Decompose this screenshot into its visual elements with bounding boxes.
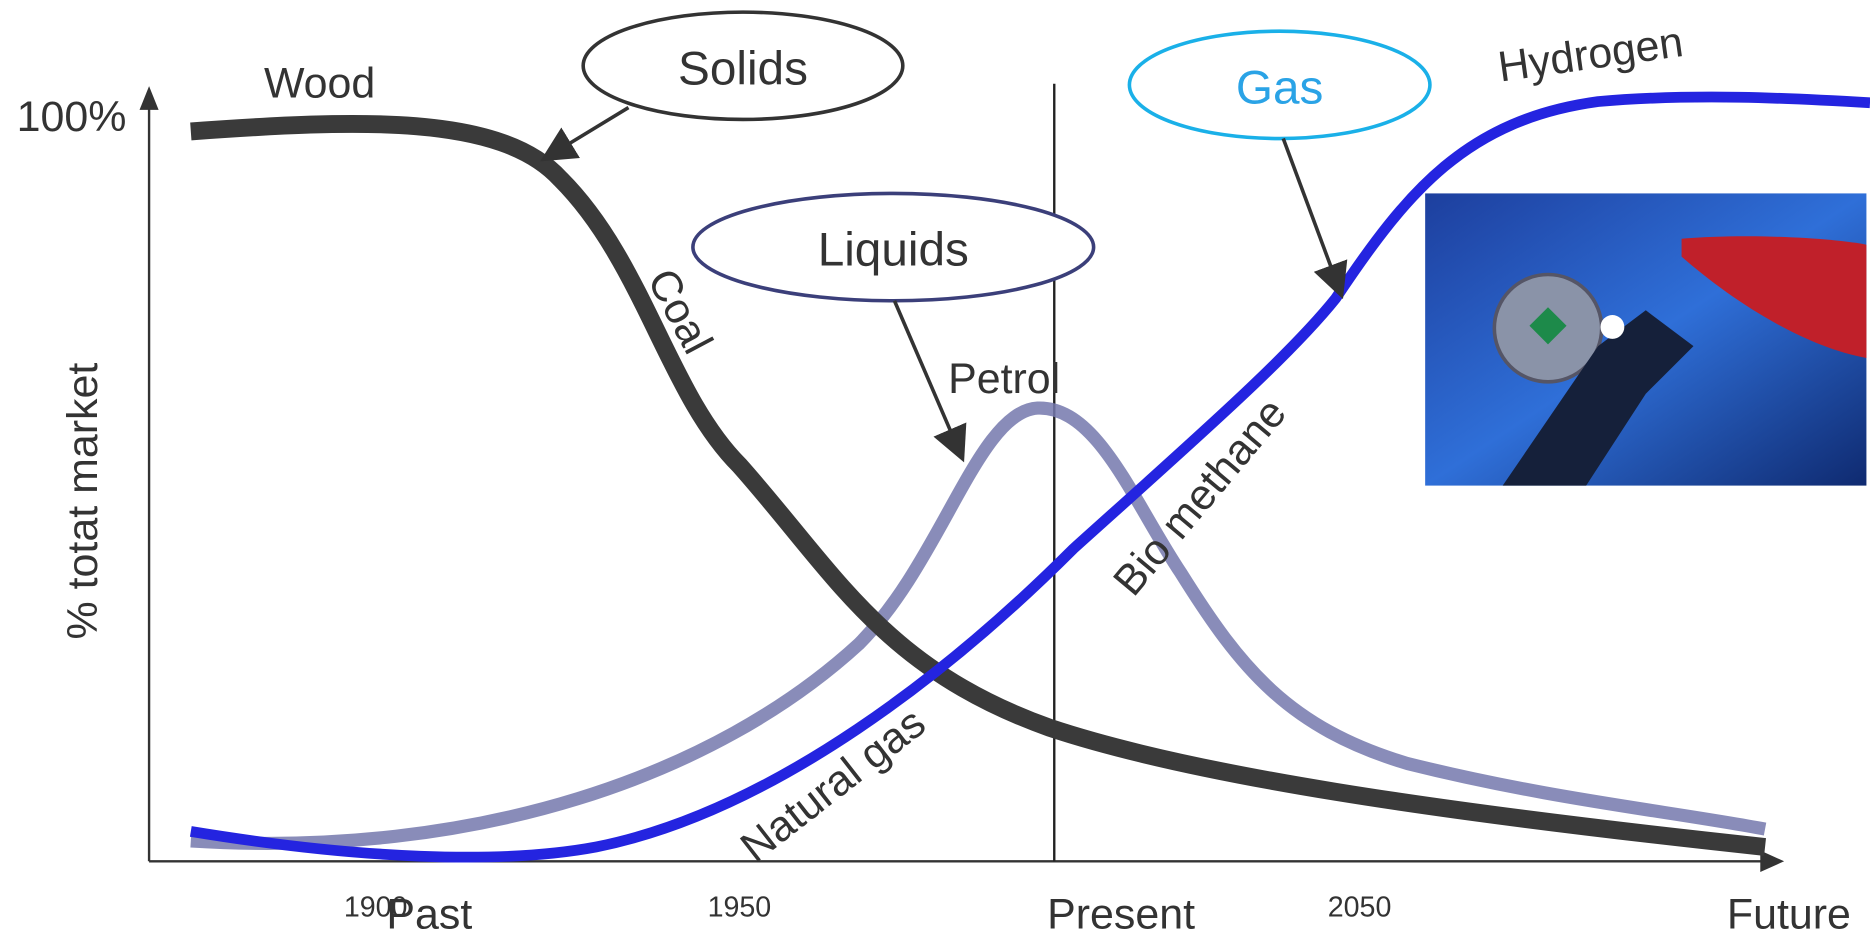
- curve-label: Hydrogen: [1495, 18, 1686, 91]
- x-label: Future: [1727, 891, 1851, 939]
- x-label: Past: [386, 891, 472, 939]
- y-arrow: [140, 86, 159, 110]
- x-label: Present: [1047, 891, 1195, 939]
- x-label: 1950: [708, 892, 772, 924]
- page: {"y_axis": {"top_label": "100%", "title"…: [0, 0, 1870, 939]
- diagram: Solids Liquids Gas 100% % totat market W…: [0, 0, 1870, 939]
- y-top-label: 100%: [17, 93, 127, 141]
- curve-label: Wood: [264, 59, 375, 107]
- photo: [1425, 193, 1866, 485]
- group-label: Liquids: [818, 224, 969, 277]
- group-label: Solids: [678, 42, 808, 95]
- curve-label: Petrol: [948, 355, 1060, 403]
- group-label: Gas: [1236, 61, 1323, 114]
- solids-arrow: [546, 108, 628, 158]
- x-label: 2050: [1328, 892, 1392, 924]
- gas-arrow: [1283, 139, 1340, 293]
- y-axis-title: % totat market: [59, 363, 107, 640]
